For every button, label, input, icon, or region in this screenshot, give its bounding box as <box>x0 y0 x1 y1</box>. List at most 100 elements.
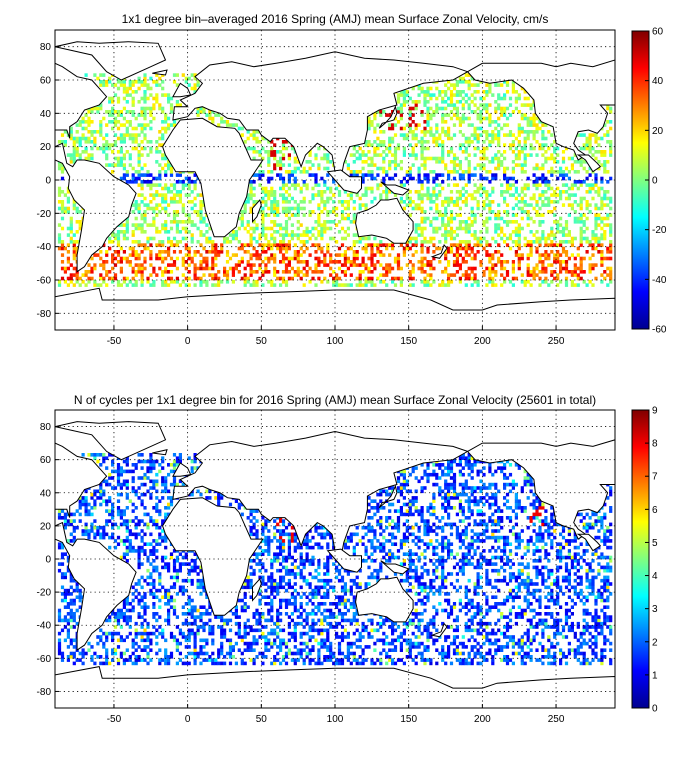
heatmap-cell <box>105 123 109 127</box>
heatmap-cell <box>399 103 403 107</box>
heatmap-cell <box>81 661 85 666</box>
heatmap-cell <box>479 260 483 264</box>
heatmap-cell <box>60 253 65 257</box>
heatmap-cell <box>149 658 153 662</box>
heatmap-cell <box>606 106 610 111</box>
heatmap-cell <box>385 266 389 271</box>
heatmap-cell <box>508 236 513 241</box>
heatmap-cell <box>220 645 224 649</box>
heatmap-cell <box>243 226 247 231</box>
heatmap-cell <box>455 156 459 161</box>
heatmap-cell <box>69 539 73 543</box>
heatmap-cell <box>538 183 542 187</box>
heatmap-cell <box>66 233 70 237</box>
heatmap-cell <box>567 256 571 261</box>
heatmap-cell <box>287 260 291 264</box>
heatmap-cell <box>284 263 289 267</box>
heatmap-cell <box>485 110 489 114</box>
heatmap-cell <box>479 240 483 244</box>
heatmap-cell <box>600 256 604 261</box>
heatmap-cell <box>234 236 238 241</box>
heatmap-cell <box>473 96 477 101</box>
heatmap-cell <box>167 203 171 207</box>
heatmap-cell <box>579 276 583 281</box>
heatmap-cell <box>467 166 471 171</box>
heatmap-cell <box>467 193 471 197</box>
heatmap-cell <box>205 658 209 662</box>
heatmap-cell <box>323 180 327 184</box>
heatmap-cell <box>93 140 97 144</box>
heatmap-cell <box>175 559 179 563</box>
heatmap-cell <box>122 236 126 241</box>
heatmap-cell <box>84 283 88 287</box>
heatmap-cell <box>270 203 274 207</box>
heatmap-cell <box>491 136 495 141</box>
heatmap-cell <box>199 638 203 643</box>
heatmap-cell <box>314 183 318 187</box>
heatmap-cell <box>429 260 433 264</box>
heatmap-cell <box>261 213 265 217</box>
heatmap-cell <box>270 280 274 284</box>
heatmap-cell <box>467 180 471 184</box>
heatmap-cell <box>261 270 265 274</box>
heatmap-cell <box>60 618 65 623</box>
heatmap-cell <box>246 645 250 649</box>
heatmap-cell <box>326 250 330 254</box>
heatmap-cell <box>526 133 530 137</box>
heatmap-cell <box>190 582 194 586</box>
heatmap-cell <box>116 160 121 164</box>
heatmap-cell <box>81 651 85 656</box>
heatmap-cell <box>488 103 492 107</box>
heatmap-cell <box>273 166 277 171</box>
heatmap-cell <box>455 190 459 194</box>
heatmap-cell <box>63 595 67 599</box>
heatmap-cell <box>249 270 253 274</box>
heatmap-cell <box>432 230 436 234</box>
heatmap-cell <box>379 110 383 114</box>
heatmap-cell <box>514 106 518 111</box>
heatmap-cell <box>329 226 333 231</box>
heatmap-cell <box>485 83 489 87</box>
heatmap-cell <box>411 146 415 151</box>
heatmap-cell <box>196 565 200 570</box>
heatmap-cell <box>199 220 203 224</box>
heatmap-cell <box>187 572 191 576</box>
heatmap-cell <box>240 246 244 251</box>
heatmap-cell <box>520 116 524 121</box>
heatmap-cell <box>193 621 197 626</box>
heatmap-cell <box>258 140 262 144</box>
heatmap-cell <box>246 146 250 151</box>
heatmap-cell <box>164 206 168 211</box>
heatmap-cell <box>452 216 457 221</box>
heatmap-cell <box>511 86 515 91</box>
heatmap-cell <box>396 100 401 104</box>
heatmap-cell <box>535 123 539 127</box>
x-axis: -50 0 50 100 150 200 250 <box>107 326 565 347</box>
heatmap-cell <box>258 150 262 154</box>
heatmap-cell <box>158 542 162 546</box>
heatmap-cell <box>399 243 403 247</box>
heatmap-cell <box>349 196 353 201</box>
heatmap-cell <box>520 196 524 201</box>
heatmap-cell <box>252 283 256 287</box>
heatmap-cell <box>184 213 188 217</box>
heatmap-cell <box>455 213 459 217</box>
heatmap-cell <box>167 283 171 287</box>
heatmap-cell <box>426 283 430 287</box>
heatmap-cell <box>467 243 471 247</box>
heatmap-cell <box>488 243 492 247</box>
heatmap-cell <box>131 532 135 537</box>
heatmap-cell <box>579 260 583 264</box>
heatmap-cell <box>444 100 448 104</box>
heatmap-cell <box>473 266 477 271</box>
heatmap-cell <box>396 110 401 114</box>
heatmap-cell <box>435 203 439 207</box>
heatmap-cell <box>261 655 265 659</box>
heatmap-cell <box>161 595 165 599</box>
heatmap-cell <box>246 516 250 520</box>
heatmap-cell <box>137 565 141 570</box>
heatmap-cell <box>576 276 580 281</box>
heatmap-cell <box>399 196 403 201</box>
heatmap-cell <box>340 270 345 274</box>
heatmap-cell <box>606 246 610 251</box>
